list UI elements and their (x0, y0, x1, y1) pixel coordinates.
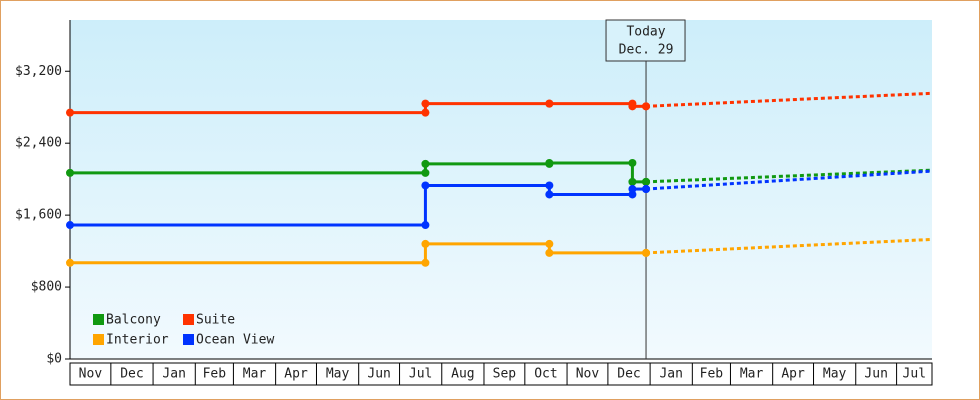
y-tick-label: $2,400 (15, 136, 62, 151)
legend-label: Ocean View (196, 333, 274, 348)
today-box (605, 19, 686, 62)
x-tick-label: Nov (79, 367, 103, 382)
legend-swatch (93, 334, 104, 345)
point-marker (66, 221, 74, 230)
point-marker (421, 239, 430, 248)
point-marker (545, 190, 554, 199)
point-marker (628, 102, 637, 111)
x-tick-label: Mar (243, 367, 267, 382)
point-marker (421, 181, 430, 190)
point-marker (642, 177, 651, 186)
point-marker (642, 248, 651, 257)
point-marker (642, 102, 651, 111)
x-tick-label: Jun (367, 367, 390, 382)
forecast-line (645, 169, 933, 191)
point-marker (545, 158, 554, 167)
plot-area (70, 20, 932, 359)
legend-label: Suite (196, 313, 235, 328)
legend-label: Interior (106, 333, 169, 348)
today-label: Today (626, 25, 665, 40)
point-marker (66, 258, 74, 267)
y-tick-label: $0 (46, 352, 62, 367)
y-tick-label: $1,600 (15, 208, 62, 223)
step-end-marker (421, 221, 430, 230)
x-tick-label: Jan (659, 367, 682, 382)
x-tick-label: Apr (284, 367, 308, 382)
x-tick-label: Dec (120, 367, 143, 382)
y-tick-label: $800 (31, 280, 62, 295)
legend-swatch (183, 334, 194, 345)
x-tick-label: Jul (409, 367, 432, 382)
point-marker (421, 99, 430, 108)
point-marker (545, 248, 554, 257)
x-tick-label: Jan (162, 367, 185, 382)
x-tick-label: Aug (451, 367, 474, 382)
step-end-marker (421, 168, 430, 177)
step-end-marker (545, 239, 554, 248)
y-tick-label: $3,200 (15, 64, 62, 79)
point-marker (421, 159, 430, 168)
step-end-marker (545, 181, 554, 190)
x-tick-label: Sep (493, 367, 517, 382)
x-tick-label: Feb (203, 367, 227, 382)
point-marker (66, 108, 74, 117)
point-marker (66, 168, 74, 177)
legend-swatch (183, 314, 194, 325)
point-marker (628, 185, 637, 194)
legend-label: Balcony (106, 313, 161, 328)
x-tick-label: Feb (700, 367, 724, 382)
x-tick-label: Nov (576, 367, 600, 382)
step-end-marker (421, 258, 430, 267)
forecast-line (645, 168, 933, 184)
forecast-line (645, 91, 933, 108)
step-end-marker (421, 108, 430, 117)
x-tick-label: May (326, 367, 350, 382)
x-tick-label: Jul (903, 367, 926, 382)
x-tick-label: May (823, 367, 847, 382)
point-marker (545, 99, 554, 108)
step-end-marker (628, 158, 637, 167)
forecast-line (645, 237, 933, 255)
point-marker (628, 177, 637, 186)
legend-swatch (93, 314, 104, 325)
x-tick-label: Oct (534, 367, 557, 382)
x-tick-label: Jun (864, 367, 887, 382)
point-marker (642, 185, 651, 194)
x-tick-label: Mar (740, 367, 764, 382)
x-tick-label: Dec (617, 367, 640, 382)
x-tick-label: Apr (781, 367, 805, 382)
today-label: Dec. 29 (619, 43, 674, 58)
